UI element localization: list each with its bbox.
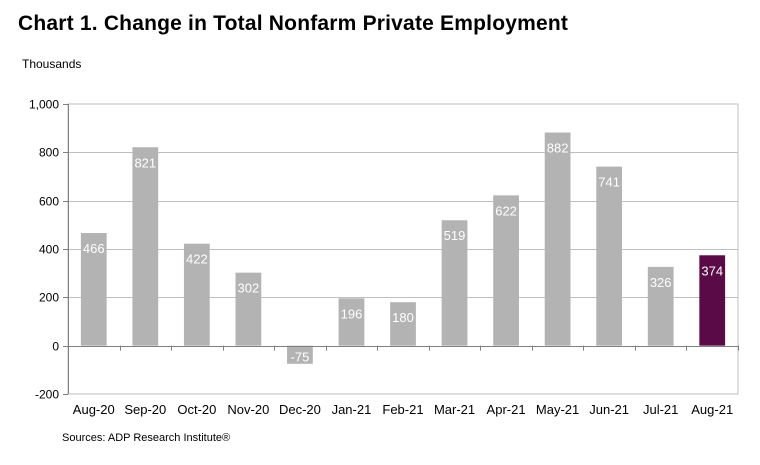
x-tick-label: May-21 xyxy=(536,402,579,417)
data-label: 466 xyxy=(83,241,105,256)
y-tick-label: 800 xyxy=(39,146,59,160)
x-tick-label: Feb-21 xyxy=(382,402,423,417)
data-label: 882 xyxy=(547,141,569,156)
gridlines xyxy=(68,152,738,298)
x-tick-label: Jul-21 xyxy=(643,402,678,417)
bar xyxy=(183,243,210,346)
y-tick-label: 1,000 xyxy=(29,98,59,112)
bar xyxy=(390,302,416,346)
bar xyxy=(699,255,726,346)
bar xyxy=(287,345,313,364)
x-tick-label: Oct-20 xyxy=(177,402,216,417)
bar xyxy=(493,195,519,346)
data-label: 519 xyxy=(444,228,466,243)
bar xyxy=(647,266,674,346)
y-axis-unit-label: Thousands xyxy=(22,57,82,71)
y-tick-label: 400 xyxy=(39,243,59,257)
data-label: 302 xyxy=(238,281,260,296)
bars xyxy=(80,132,726,364)
bar xyxy=(544,132,571,346)
y-axis-ticks: -200 0 200 400 600 800 1,000 xyxy=(29,98,68,402)
data-label: -75 xyxy=(291,350,310,365)
data-label: 374 xyxy=(701,263,723,278)
bar xyxy=(338,298,365,346)
y-tick-label: 200 xyxy=(39,291,59,305)
data-label: 180 xyxy=(392,310,414,325)
data-label: 622 xyxy=(495,203,517,218)
data-label: 326 xyxy=(650,275,672,290)
y-tick-label: 600 xyxy=(39,195,59,209)
x-tick-label: Mar-21 xyxy=(434,402,475,417)
bar xyxy=(441,220,468,346)
data-labels: 466 821 422 302 -75 196 180 519 622 882 741 326 374 xyxy=(83,141,723,365)
chart-title: Chart 1. Change in Total Nonfarm Private… xyxy=(18,12,569,35)
y-tick-label: -200 xyxy=(35,388,59,402)
x-axis-ticks: Aug-20 Sep-20 Oct-20 Nov-20 Dec-20 Jan-21 Feb-… xyxy=(68,345,739,417)
x-tick-label: Jan-21 xyxy=(332,402,372,417)
bar xyxy=(596,166,623,346)
x-tick-label: Nov-20 xyxy=(227,402,269,417)
data-label: 196 xyxy=(341,306,363,321)
y-tick-label: 0 xyxy=(52,340,59,354)
data-label: 741 xyxy=(598,175,620,190)
bar xyxy=(235,272,262,346)
data-label: 821 xyxy=(134,155,156,170)
data-label: 422 xyxy=(186,252,208,267)
x-tick-label: Aug-20 xyxy=(73,402,115,417)
x-tick-label: Sep-20 xyxy=(124,402,166,417)
x-tick-label: Dec-20 xyxy=(279,402,321,417)
x-tick-label: Jun-21 xyxy=(589,402,629,417)
bar xyxy=(132,147,159,346)
bar xyxy=(80,233,107,346)
x-tick-label: Aug-21 xyxy=(691,402,733,417)
x-tick-label: Apr-21 xyxy=(487,402,526,417)
source-note: Sources: ADP Research Institute® xyxy=(62,432,231,444)
